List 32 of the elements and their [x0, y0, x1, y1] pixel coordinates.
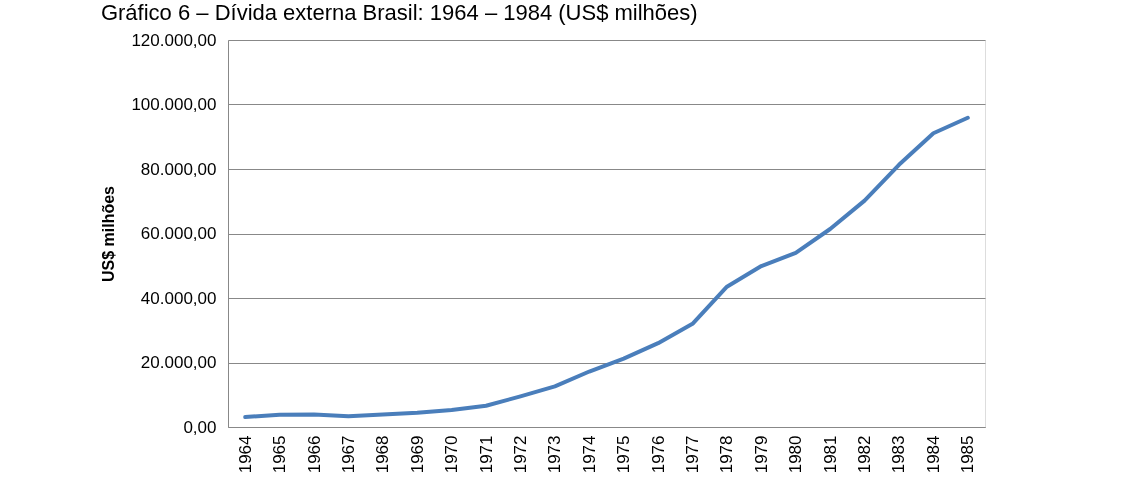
- y-tick-label: 0,00: [183, 417, 217, 437]
- x-tick-label: 1979: [751, 435, 771, 474]
- x-tick-label: 1982: [855, 435, 875, 474]
- x-tick-label: 1964: [235, 435, 255, 474]
- x-tick-label: 1970: [442, 435, 462, 474]
- x-tick-label: 1977: [683, 435, 703, 474]
- x-tick-label: 1984: [923, 435, 943, 474]
- x-tick-label: 1968: [373, 435, 393, 474]
- y-tick-label: 40.000,00: [140, 288, 217, 308]
- chart-title: Gráfico 6 – Dívida externa Brasil: 1964 – 1984 (US$ milhões): [100, 0, 698, 25]
- x-tick-label: 1973: [545, 435, 565, 474]
- y-axis-title: US$ milhões: [100, 185, 118, 283]
- x-tick-label: 1972: [510, 435, 530, 474]
- y-tick-label: 20.000,00: [140, 353, 217, 372]
- x-tick-label: 1976: [648, 435, 668, 474]
- y-tick-label: 120.000,00: [131, 30, 217, 50]
- x-tick-label: 1975: [614, 435, 634, 474]
- x-tick-label: 1978: [717, 435, 737, 474]
- x-tick-label: 1983: [889, 435, 909, 474]
- x-tick-label: 1967: [338, 435, 358, 474]
- y-tick-label: 80.000,00: [140, 159, 217, 179]
- x-tick-label: 1965: [270, 435, 290, 474]
- y-tick-label: 100.000,00: [131, 95, 217, 114]
- x-tick-label: 1974: [579, 435, 599, 474]
- x-tick-label: 1985: [958, 435, 978, 474]
- x-tick-label: 1980: [786, 435, 806, 474]
- y-tick-label: 60.000,00: [140, 224, 217, 243]
- x-tick-label: 1981: [820, 435, 840, 474]
- line-series: [243, 115, 970, 419]
- x-tick-label: 1969: [407, 435, 427, 474]
- x-tick-label: 1971: [476, 435, 496, 474]
- x-tick-label: 1966: [304, 435, 324, 474]
